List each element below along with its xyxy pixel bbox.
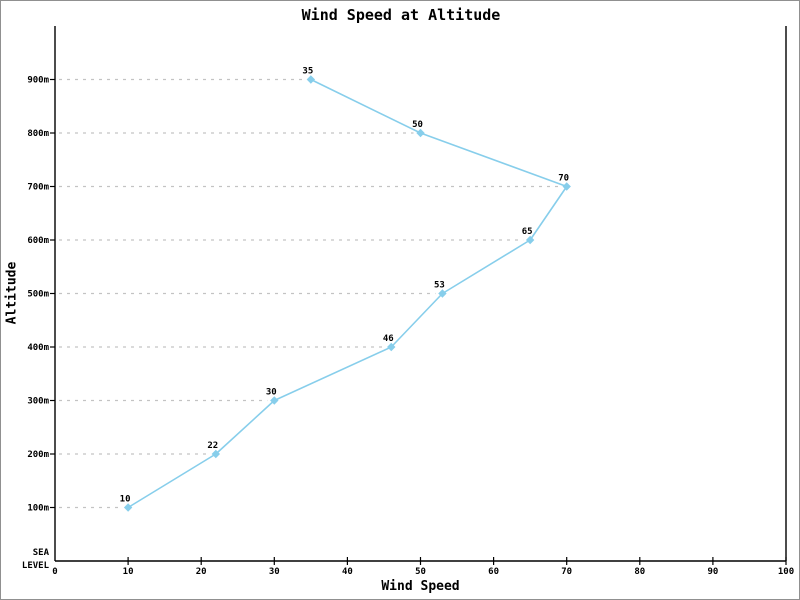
x-tick-label: 10 <box>123 567 134 577</box>
y-tick-label: 200m <box>27 450 49 460</box>
data-point-label: 50 <box>412 120 423 130</box>
x-tick-label: 100 <box>778 567 794 577</box>
data-point-marker <box>270 396 279 405</box>
data-point-label: 53 <box>434 281 445 291</box>
data-point-marker <box>387 342 396 352</box>
y-tick-label: 600m <box>27 236 49 246</box>
x-tick-label: 20 <box>196 567 207 577</box>
y-tick-label: 700m <box>27 183 49 193</box>
data-point-label: 70 <box>558 174 569 184</box>
x-tick-label: 30 <box>269 567 280 577</box>
sea-level-line-1: SEA <box>32 548 49 558</box>
sea-level-label: SEA LEVEL <box>1 547 49 573</box>
y-tick-label: 800m <box>27 129 49 139</box>
x-tick-label: 80 <box>634 567 645 577</box>
data-point-marker <box>562 182 571 191</box>
data-point-label: 22 <box>207 441 218 451</box>
data-point-marker <box>416 128 425 138</box>
x-tick-label: 60 <box>488 567 499 577</box>
data-point-marker <box>123 503 133 512</box>
sea-level-line-2: LEVEL <box>21 561 49 571</box>
x-tick-label: 90 <box>707 567 718 577</box>
data-point-label: 10 <box>120 495 131 505</box>
data-point-marker <box>306 75 316 84</box>
y-axis-title: Altitude <box>4 261 20 325</box>
data-point-marker <box>211 449 221 459</box>
y-tick-label: 100m <box>27 504 49 514</box>
data-point-label: 65 <box>522 227 533 237</box>
y-tick-label: 500m <box>27 290 49 300</box>
chart-title: Wind Speed at Altitude <box>301 6 501 24</box>
data-point-label: 30 <box>266 388 277 398</box>
x-tick-label: 70 <box>561 567 572 577</box>
data-point-marker <box>438 289 447 298</box>
x-tick-label: 40 <box>342 567 353 577</box>
y-tick-label: 900m <box>27 76 49 86</box>
data-point-label: 46 <box>383 334 394 344</box>
x-tick-label: 50 <box>415 567 426 577</box>
x-axis-title: Wind Speed <box>381 579 460 594</box>
data-point-marker <box>525 235 535 245</box>
data-point-label: 35 <box>302 67 313 77</box>
x-tick-label: 0 <box>52 567 57 577</box>
y-tick-label: 400m <box>27 343 49 353</box>
y-tick-label: 300m <box>27 397 49 407</box>
